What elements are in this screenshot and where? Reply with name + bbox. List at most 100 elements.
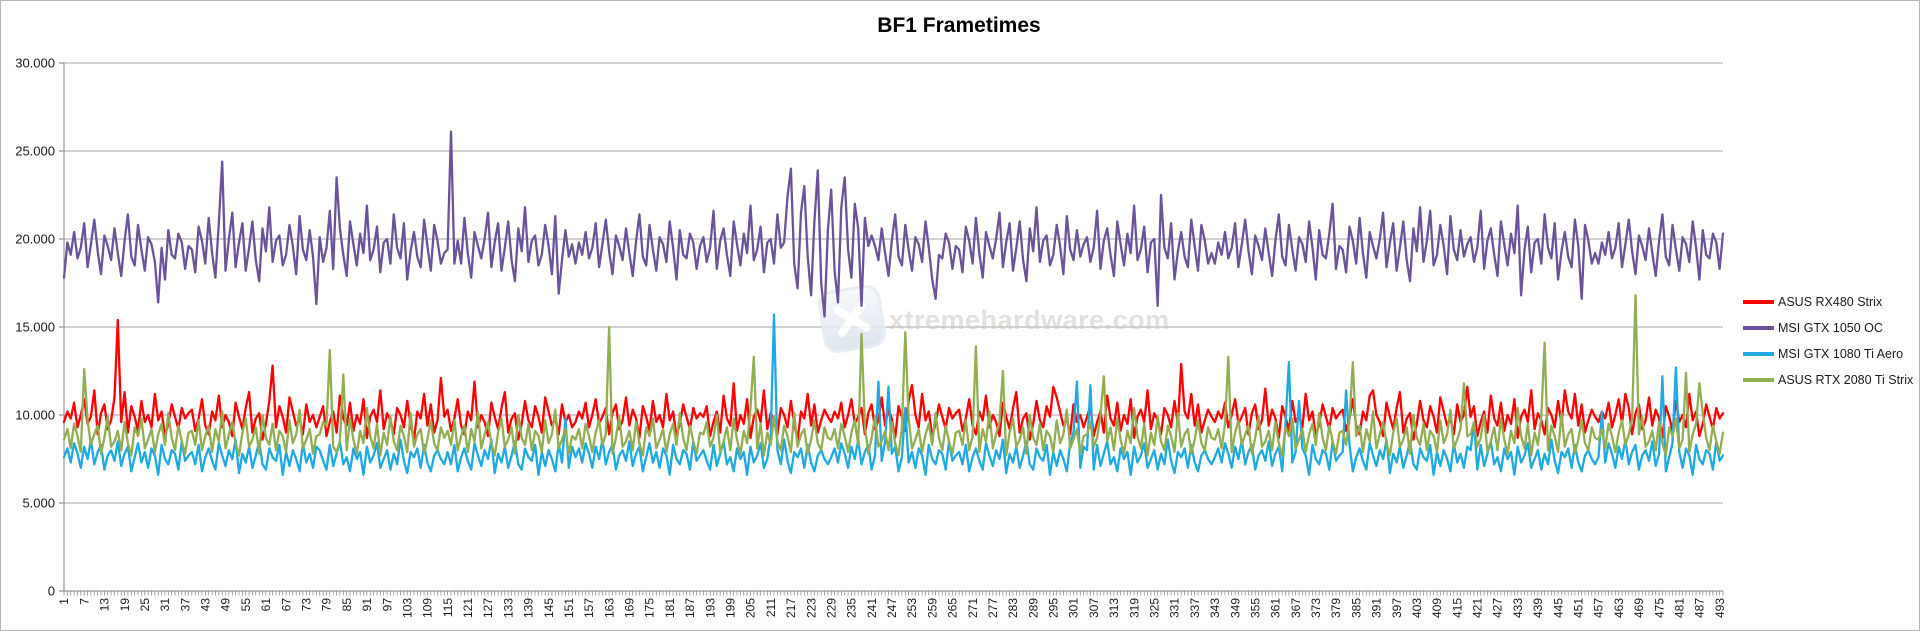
x-tick-label: 55	[239, 598, 253, 612]
y-tick-label: 20.000	[15, 232, 55, 247]
x-tick-label: 97	[380, 598, 394, 612]
x-tick-label: 451	[1572, 598, 1586, 618]
x-tick-label: 49	[219, 598, 233, 612]
x-tick-label: 289	[1026, 598, 1040, 618]
x-tick-label: 421	[1471, 598, 1485, 618]
x-tick-label: 415	[1450, 598, 1464, 618]
x-tick-label: 115	[441, 598, 455, 617]
x-tick-label: 241	[865, 598, 879, 618]
legend-item: MSI GTX 1050 OC	[1743, 315, 1913, 341]
y-tick-label: 10.000	[15, 408, 55, 423]
x-tick-label: 385	[1349, 598, 1363, 618]
x-tick-label: 127	[481, 598, 495, 618]
watermark-text: xtremehardware.com	[889, 305, 1170, 335]
x-tick-label: 277	[986, 598, 1000, 618]
x-tick-label: 61	[259, 598, 273, 612]
x-tick-label: 79	[320, 598, 334, 612]
y-tick-label: 5.000	[22, 496, 55, 511]
x-tick-label: 1	[57, 598, 71, 605]
x-tick-label: 337	[1188, 598, 1202, 618]
x-tick-label: 349	[1228, 598, 1242, 618]
x-tick-label: 265	[946, 598, 960, 618]
x-tick-label: 85	[340, 598, 354, 612]
y-tick-label: 0	[48, 584, 55, 599]
x-tick-label: 259	[925, 598, 939, 618]
x-tick-label: 283	[1006, 598, 1020, 618]
x-tick-label: 427	[1491, 598, 1505, 618]
x-tick-label: 493	[1713, 598, 1727, 618]
legend-label: MSI GTX 1080 Ti Aero	[1778, 346, 1904, 361]
axes: 0 5.000 10.000 15.000 20.000 25.000 30.000 1 7 13…	[15, 56, 1727, 619]
x-tick-label: 133	[501, 598, 515, 618]
watermark-x-icon	[833, 301, 871, 337]
x-tick-label: 469	[1632, 598, 1646, 618]
x-tick-label: 145	[542, 598, 556, 618]
x-tick-label: 271	[966, 598, 980, 618]
x-tick-label: 403	[1410, 598, 1424, 618]
x-tick-label: 409	[1430, 598, 1444, 618]
x-tick-label: 73	[300, 598, 314, 612]
x-tick-label: 139	[522, 598, 536, 618]
watermark: xtremehardware.com	[818, 285, 1170, 353]
y-tick-label: 15.000	[15, 320, 55, 335]
x-tick-label: 31	[158, 598, 172, 612]
x-tick-label: 481	[1673, 598, 1687, 618]
x-tick-label: 37	[178, 598, 192, 612]
series-line-msi-gtx-1080-ti-aero	[62, 313, 1725, 476]
x-tick-label: 13	[98, 598, 112, 612]
x-tick-label: 253	[905, 598, 919, 618]
legend-item: ASUS RTX 2080 Ti Strix	[1743, 367, 1913, 393]
legend-swatch	[1743, 352, 1774, 356]
x-tick-label: 229	[824, 598, 838, 618]
x-tick-label: 163	[602, 598, 616, 618]
x-tick-label: 301	[1067, 598, 1081, 618]
x-tick-label: 151	[562, 598, 576, 618]
x-tick-label: 391	[1370, 598, 1384, 618]
series-line-msi-gtx-1050-oc	[62, 130, 1725, 318]
x-tick-label: 367	[1289, 598, 1303, 618]
x-tick-label: 193	[703, 598, 717, 618]
watermark-logo	[818, 285, 886, 353]
x-tick-label: 433	[1511, 598, 1525, 618]
x-tick-label: 313	[1107, 598, 1121, 618]
chart-title: BF1 Frametimes	[877, 14, 1040, 37]
x-tick-label: 205	[744, 598, 758, 618]
legend-item: MSI GTX 1080 Ti Aero	[1743, 341, 1913, 367]
legend-label: ASUS RTX 2080 Ti Strix	[1778, 372, 1914, 387]
x-tick-label: 331	[1168, 598, 1182, 618]
x-tick-label: 157	[582, 598, 596, 618]
x-tick-label: 109	[421, 598, 435, 618]
legend-swatch	[1743, 300, 1774, 304]
x-tick-label: 103	[400, 598, 414, 618]
legend-swatch	[1743, 378, 1774, 382]
x-tick-label: 181	[663, 598, 677, 618]
x-tick-label: 211	[764, 598, 778, 617]
x-tick-label: 175	[643, 598, 657, 618]
x-tick-label: 463	[1612, 598, 1626, 618]
x-tick-label: 217	[784, 598, 798, 618]
legend-item: ASUS RX480 Strix	[1743, 289, 1913, 315]
x-tick-label: 235	[845, 598, 859, 618]
x-tick-label: 457	[1592, 598, 1606, 618]
x-tick-label: 25	[138, 598, 152, 612]
x-tick-label: 19	[118, 598, 132, 612]
x-tick-label: 445	[1551, 598, 1565, 618]
x-tick-label: 439	[1531, 598, 1545, 618]
x-tick-label: 91	[360, 598, 374, 612]
x-tick-label: 7	[77, 598, 91, 605]
x-tick-label: 487	[1693, 598, 1707, 618]
x-tick-label: 169	[623, 598, 637, 618]
legend-label: ASUS RX480 Strix	[1778, 294, 1883, 309]
x-tick-label: 355	[1248, 598, 1262, 618]
y-tick-label: 30.000	[15, 56, 55, 71]
x-tick-label: 379	[1329, 598, 1343, 618]
y-tick-label: 25.000	[15, 144, 55, 159]
x-tick-label: 121	[461, 598, 475, 618]
x-tick-label: 247	[885, 598, 899, 618]
x-tick-label: 43	[199, 598, 213, 612]
x-tick-label: 343	[1208, 598, 1222, 618]
x-tick-label: 223	[804, 598, 818, 618]
x-tick-label: 199	[724, 598, 738, 618]
